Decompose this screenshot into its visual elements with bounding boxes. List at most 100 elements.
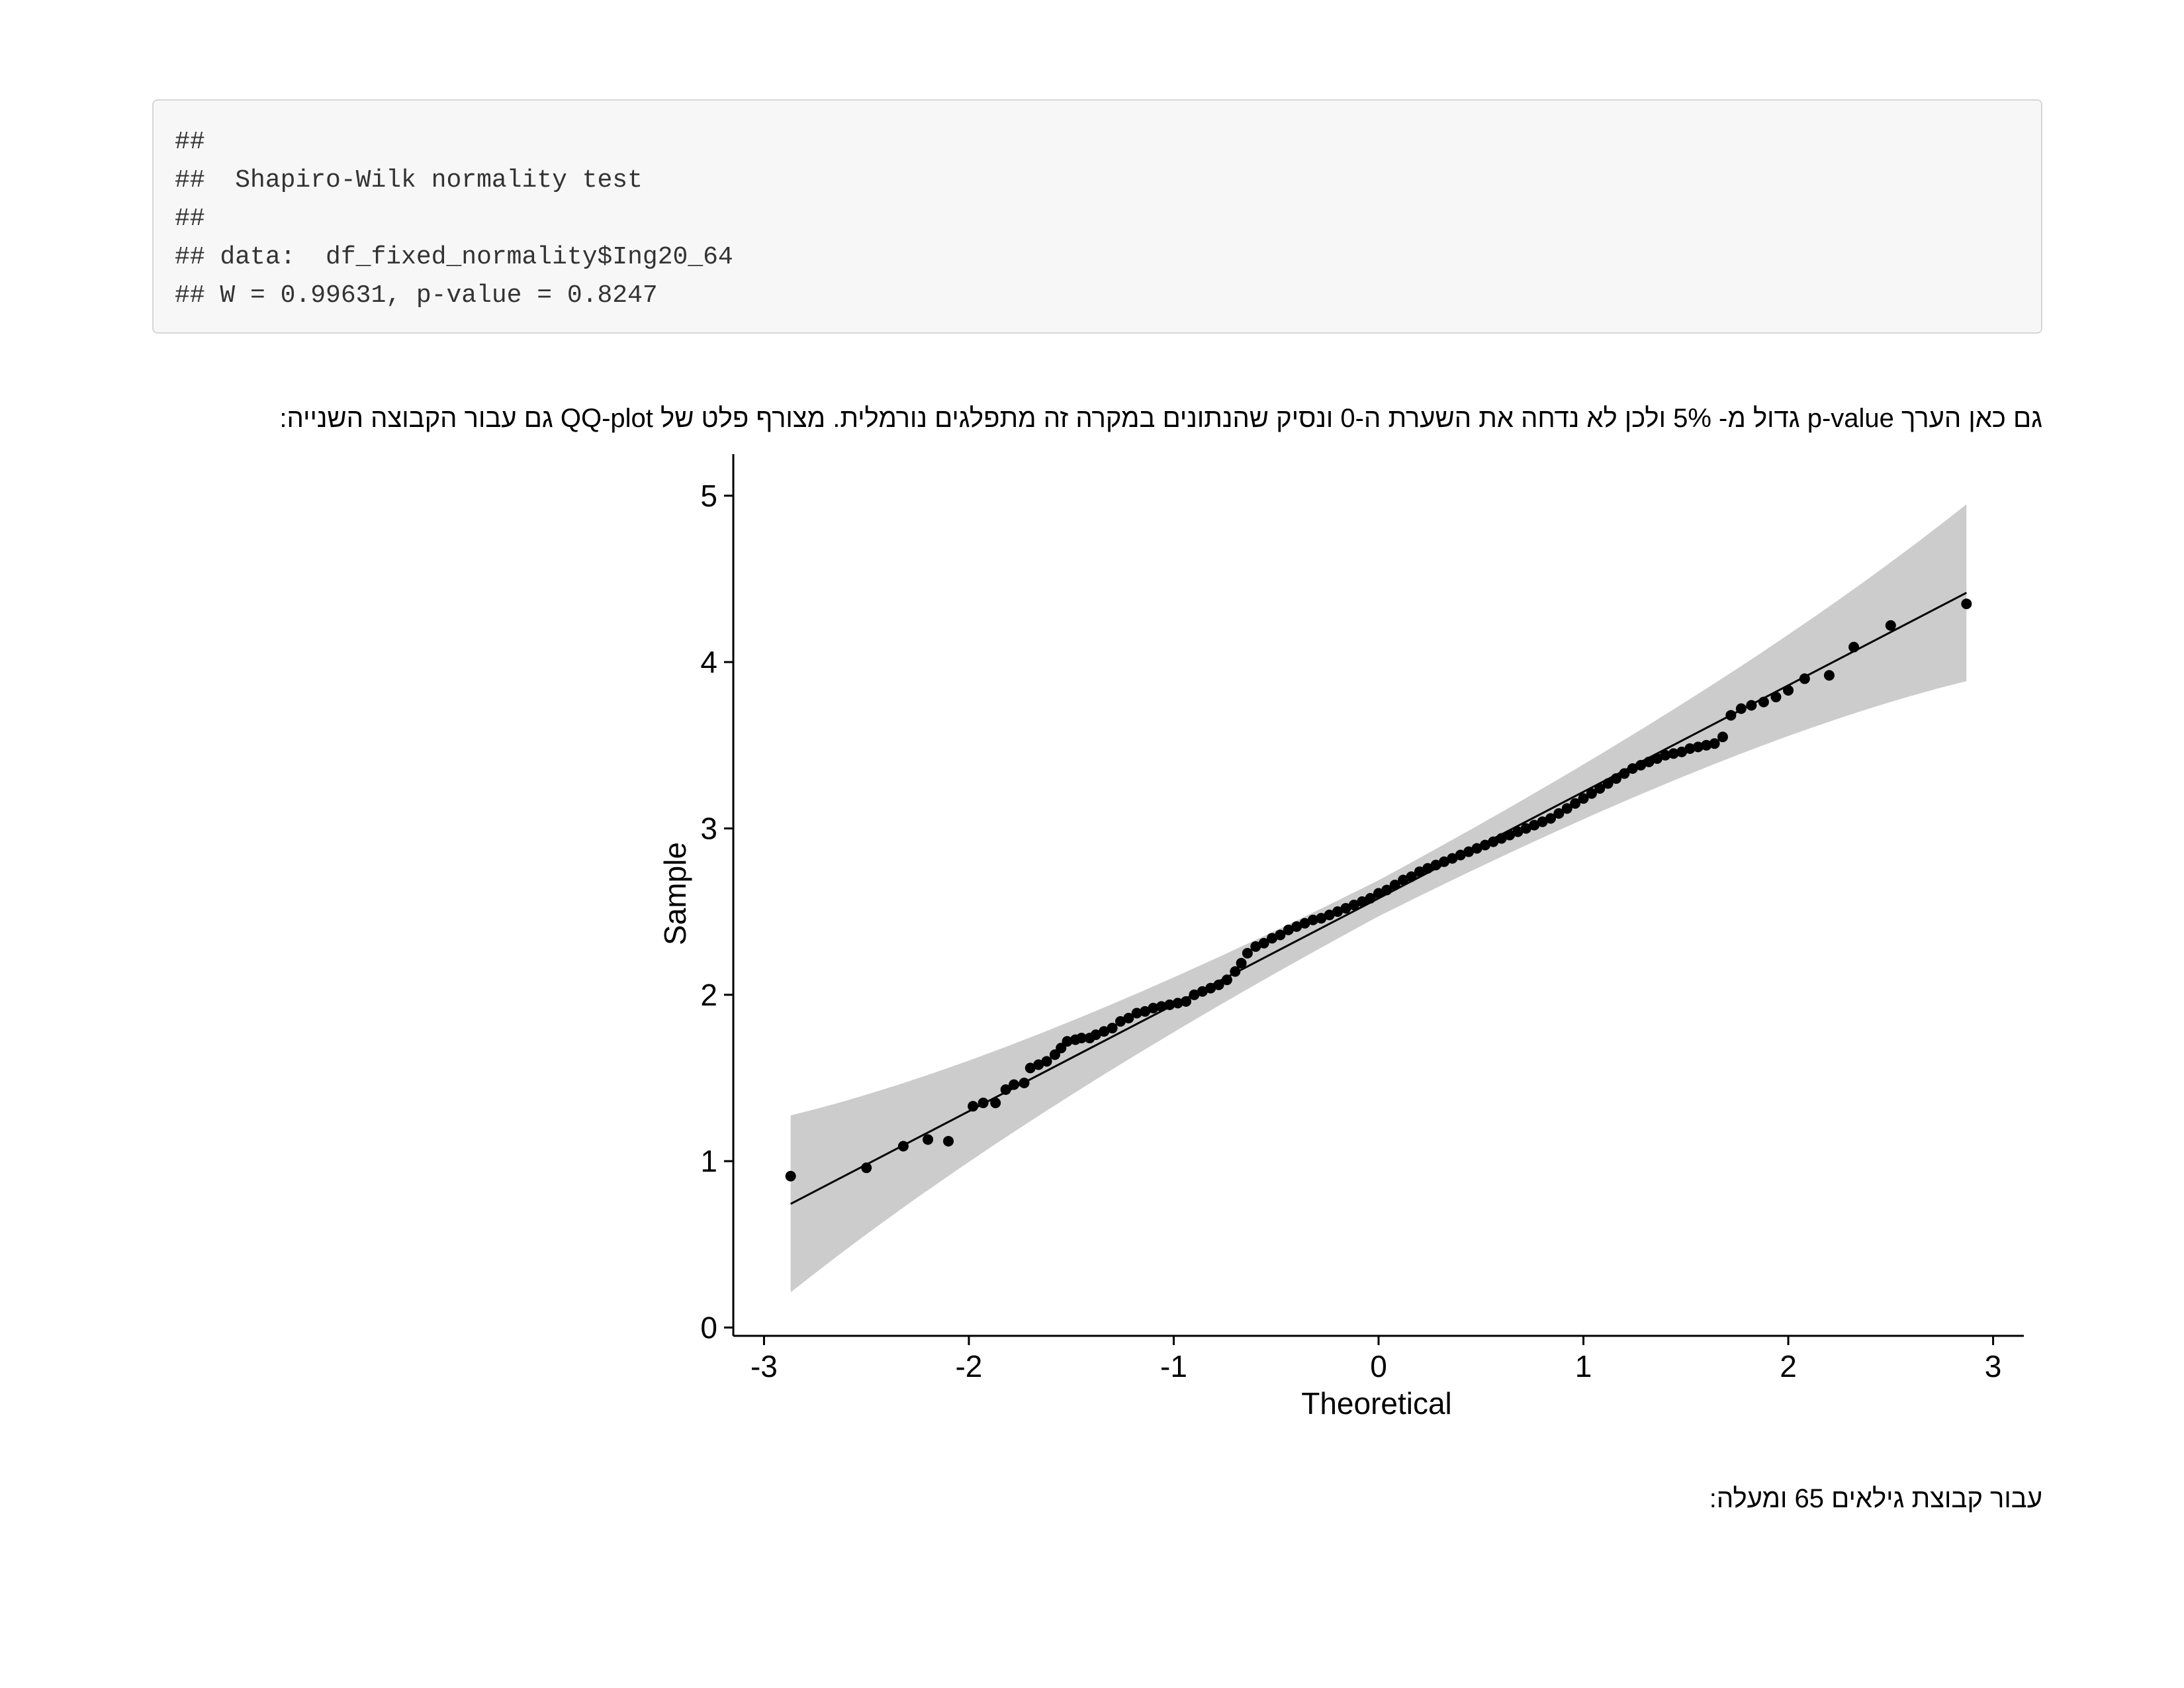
data-point: [1250, 941, 1261, 952]
data-point: [1049, 1049, 1060, 1060]
data-point: [978, 1098, 989, 1109]
data-point: [1348, 900, 1359, 911]
data-point: [1414, 866, 1425, 877]
data-point: [1770, 691, 1782, 702]
data-point: [1076, 1033, 1087, 1044]
data-point: [1799, 673, 1810, 684]
data-point: [1602, 778, 1614, 789]
data-points: [785, 598, 1972, 1182]
data-point: [1332, 906, 1343, 917]
data-point: [1316, 913, 1327, 924]
data-point: [1668, 748, 1679, 759]
data-point: [1381, 884, 1392, 896]
data-point: [1024, 1062, 1036, 1074]
code-line: ## Shapiro-Wilk normality test: [175, 166, 643, 195]
data-point: [1236, 958, 1247, 969]
data-point: [1701, 739, 1712, 751]
data-point: [1398, 874, 1409, 886]
data-point: [1213, 979, 1224, 990]
x-tick-label: 0: [1370, 1349, 1387, 1383]
x-axis-ticks: -3 -2 -1 0 1 2 3: [751, 1336, 2001, 1383]
x-tick-label: 2: [1780, 1349, 1797, 1383]
data-point: [1009, 1079, 1020, 1090]
data-point: [1062, 1036, 1073, 1047]
data-point: [1537, 816, 1548, 827]
data-point: [1692, 741, 1704, 753]
data-point: [1283, 924, 1294, 935]
data-point: [1619, 768, 1630, 779]
data-point: [1406, 871, 1417, 882]
y-tick-label: 1: [700, 1144, 717, 1178]
data-point: [1651, 753, 1662, 764]
data-point: [1512, 826, 1524, 837]
data-point: [1205, 982, 1216, 994]
x-axis-label: Theoretical: [1301, 1386, 1452, 1421]
data-point: [785, 1170, 796, 1182]
y-tick-label: 4: [700, 645, 717, 679]
code-line: ##: [175, 205, 205, 233]
code-line: ##: [175, 128, 205, 156]
data-point: [1717, 731, 1728, 743]
data-point: [1488, 836, 1499, 847]
data-point: [1746, 700, 1757, 711]
data-point: [943, 1135, 954, 1147]
data-point: [897, 1141, 909, 1152]
data-point: [1725, 710, 1737, 721]
data-point: [1660, 749, 1671, 761]
data-point: [1000, 1084, 1011, 1096]
data-point: [1961, 598, 1972, 610]
data-point: [1107, 1023, 1118, 1034]
data-point: [1430, 859, 1441, 870]
data-point: [1422, 863, 1433, 874]
data-point: [1099, 1026, 1110, 1037]
y-tick-label: 3: [700, 811, 717, 845]
data-point: [861, 1162, 872, 1174]
data-point: [1529, 820, 1540, 831]
data-point: [1823, 670, 1835, 681]
data-point: [1197, 986, 1208, 997]
data-point: [1848, 641, 1860, 653]
x-tick-label: -2: [955, 1349, 982, 1383]
data-point: [1275, 929, 1286, 941]
data-point: [1291, 921, 1302, 932]
data-point: [1230, 966, 1241, 977]
data-point: [1299, 917, 1310, 929]
data-point: [1758, 696, 1769, 708]
x-tick-label: 1: [1575, 1349, 1592, 1383]
data-point: [1258, 937, 1269, 949]
x-tick-label: -1: [1160, 1349, 1187, 1383]
data-point: [1447, 853, 1458, 864]
data-point: [1709, 738, 1720, 749]
data-point: [1181, 996, 1192, 1007]
data-point: [1033, 1059, 1044, 1070]
data-point: [1324, 910, 1335, 921]
data-point: [1373, 888, 1384, 899]
data-point: [1570, 798, 1581, 809]
data-point: [1164, 999, 1175, 1010]
data-point: [1455, 849, 1466, 861]
code-line: ## W = 0.99631, p-value = 0.8247: [175, 281, 658, 310]
data-point: [1643, 756, 1655, 767]
data-point: [1463, 846, 1475, 857]
data-point: [1123, 1012, 1134, 1023]
data-point: [1735, 703, 1747, 714]
paragraph-next-group: עבור קבוצת גילאים 65 ומעלה:: [1709, 1484, 2042, 1513]
data-point: [1365, 893, 1376, 904]
data-point: [1140, 1006, 1151, 1017]
data-point: [1471, 843, 1482, 854]
y-axis-label: Sample: [658, 842, 692, 945]
data-point: [1684, 743, 1696, 754]
data-point: [1090, 1029, 1101, 1041]
data-point: [1148, 1002, 1159, 1013]
data-point: [1156, 1001, 1167, 1012]
data-point: [1561, 803, 1572, 814]
code-output-box: ## ## Shapiro-Wilk normality test ## ## …: [152, 99, 2042, 334]
y-axis-ticks: 0 1 2 3 4 5: [700, 479, 733, 1344]
data-point: [1189, 989, 1200, 1000]
data-point: [1056, 1043, 1067, 1054]
data-point: [1496, 833, 1507, 844]
x-tick-label: -3: [751, 1349, 778, 1383]
data-point: [1635, 759, 1647, 771]
data-point: [1553, 808, 1565, 819]
data-point: [1115, 1016, 1126, 1027]
